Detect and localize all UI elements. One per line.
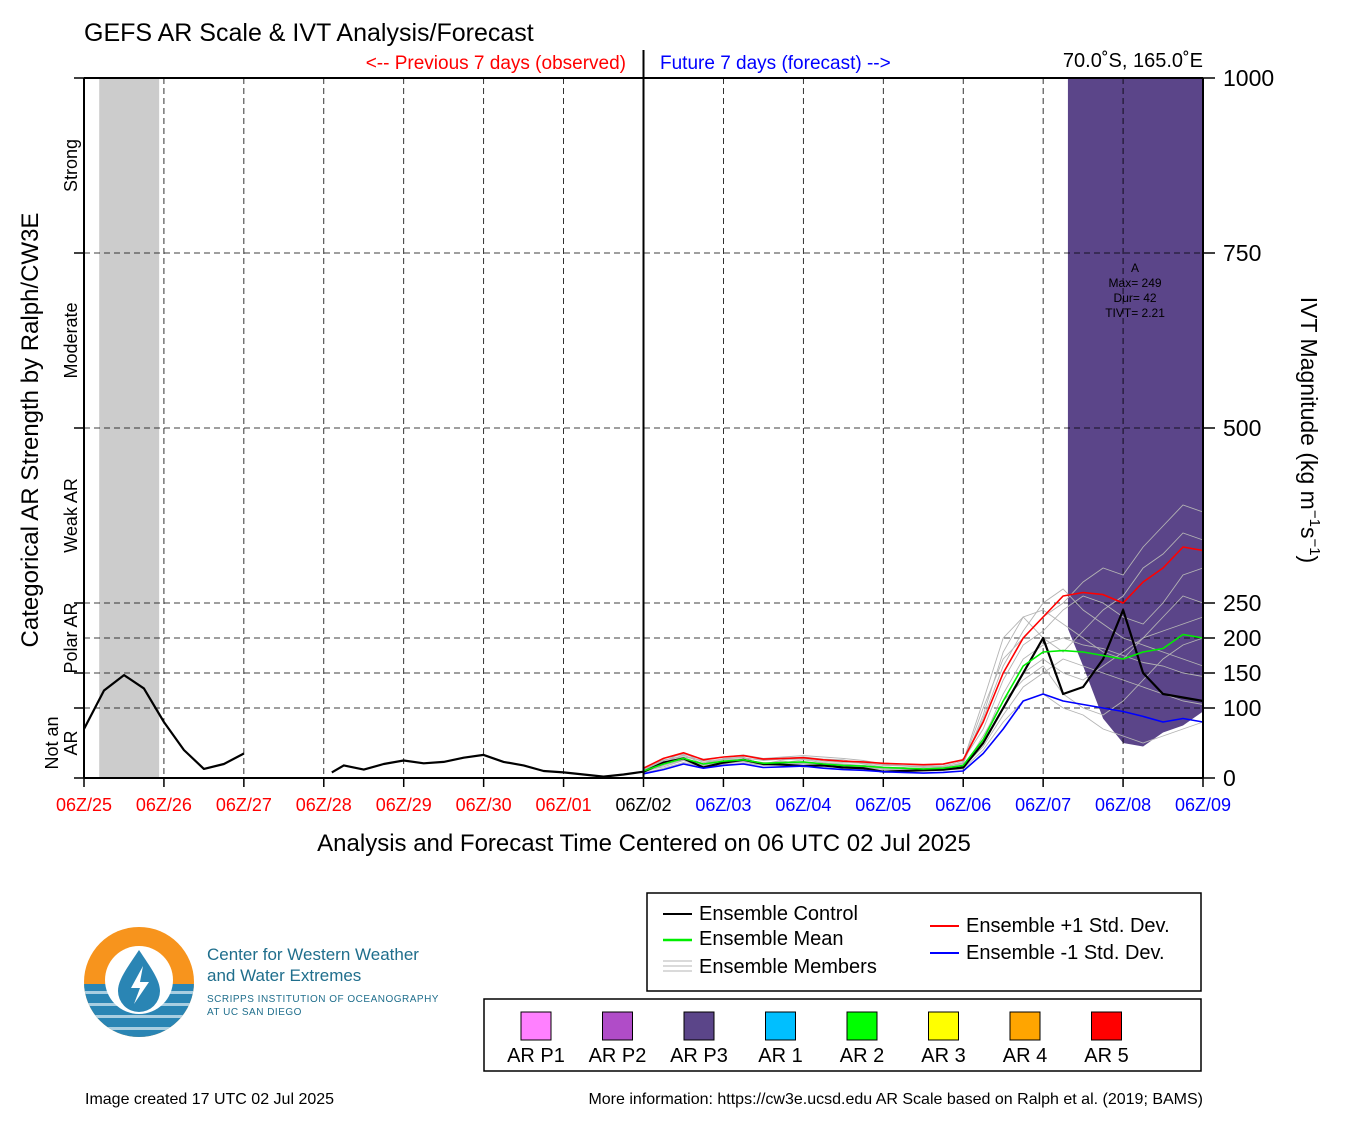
y-tick-label-250: 250 (1223, 590, 1261, 616)
legend-label-plus-std: Ensemble +1 Std. Dev. (966, 915, 1170, 937)
x-tick-label-4: 06Z/29 (376, 795, 432, 815)
ar-scale-label-4: AR 2 (840, 1045, 884, 1067)
ar-scale-label-5: AR 3 (921, 1045, 965, 1067)
ar-scale-swatch-6 (1009, 1011, 1041, 1041)
legend-label-minus-std: Ensemble -1 Std. Dev. (966, 942, 1165, 964)
y-tick-label-750: 750 (1223, 240, 1261, 266)
category-label-3-0: Polar AR (61, 602, 81, 673)
ar-scale-label-7: AR 5 (1084, 1045, 1128, 1067)
ar-scale-label-0: AR P1 (507, 1045, 565, 1067)
ar-scale-swatch-1 (602, 1011, 633, 1041)
y-tick-label-150: 150 (1223, 660, 1261, 686)
x-tick-label-6: 06Z/01 (536, 795, 592, 815)
subtitle-forecast: Future 7 days (forecast) --> (660, 53, 891, 74)
x-tick-label-3: 06Z/28 (296, 795, 352, 815)
x-tick-label-12: 06Z/07 (1015, 795, 1071, 815)
logo-sub-line1: SCRIPPS INSTITUTION OF OCEANOGRAPHY (207, 994, 439, 1005)
series (83, 546, 1204, 778)
ensemble-member-9 (643, 588, 1204, 771)
series-line-0 (83, 674, 245, 770)
location-label: 70.0˚S, 165.0˚E (1063, 50, 1203, 72)
x-tick-label-9: 06Z/04 (775, 795, 831, 815)
event-annotation-line-3: TIVT= 2.21 (1105, 306, 1165, 320)
x-tick-label-13: 06Z/08 (1095, 795, 1151, 815)
y-tick-label-1000: 1000 (1223, 65, 1274, 91)
ar-scale-swatch-4 (846, 1011, 878, 1041)
ensemble-legend: Ensemble Control Ensemble Mean Ensemble … (646, 892, 1202, 992)
y-tick-label-200: 200 (1223, 625, 1261, 651)
series-line-2 (643, 633, 1204, 772)
y-axis-label-right: IVT Magnitude (kg m−1s−1) (1296, 297, 1323, 563)
ar-scale-swatch-7 (1091, 1011, 1122, 1041)
logo-org-line2: and Water Extremes (207, 966, 361, 985)
event-annotation-line-2: Dur= 42 (1114, 291, 1157, 305)
subtitle-observed: <-- Previous 7 days (observed) (366, 53, 626, 74)
x-tick-label-0: 06Z/25 (56, 795, 112, 815)
y-tick-label-100: 100 (1223, 695, 1261, 721)
series-line-3 (643, 546, 1204, 769)
category-label-4-1: AR (61, 730, 81, 755)
category-label-2-0: Weak AR (61, 478, 81, 553)
lightning-icon (131, 966, 149, 1004)
x-tick-label-10: 06Z/05 (855, 795, 911, 815)
category-label-0-0: Strong (61, 139, 81, 192)
ar-scale-swatch-3 (765, 1011, 796, 1041)
ar-scale-swatch-5 (928, 1011, 959, 1041)
cw3e-logo: Center for Western Weather and Water Ext… (84, 927, 439, 1037)
x-tick-label-8: 06Z/03 (695, 795, 751, 815)
x-axis: 06Z/25 06Z/26 06Z/27 06Z/28 06Z/29 06Z/30 06Z/… (56, 778, 1231, 815)
legend-label-members: Ensemble Members (699, 956, 877, 978)
series-line-4 (643, 693, 1204, 775)
ar-scale-label-1: AR P2 (589, 1045, 647, 1067)
shaded-period-1-cutout (1063, 617, 1203, 778)
x-tick-label-11: 06Z/06 (935, 795, 991, 815)
footer-created: Image created 17 UTC 02 Jul 2025 (85, 1091, 334, 1108)
footer-info: More information: https://cw3e.ucsd.edu … (588, 1091, 1203, 1108)
y-tick-label-500: 500 (1223, 415, 1261, 441)
event-annotation-line-1: Max= 249 (1109, 276, 1162, 290)
legend-swatch-members (663, 960, 692, 972)
ar-scale-label-6: AR 4 (1003, 1045, 1047, 1067)
y-tick-label-0: 0 (1223, 765, 1236, 791)
event-annotation-line-0: A (1131, 261, 1139, 275)
ar-scale-swatch-2 (683, 1011, 715, 1041)
legend-label-mean: Ensemble Mean (699, 928, 844, 950)
category-label-4-0: Not an (42, 716, 62, 769)
logo-sub-line2: AT UC SAN DIEGO (207, 1007, 302, 1018)
x-tick-label-1: 06Z/26 (136, 795, 192, 815)
ar-scale-label-3: AR 1 (758, 1045, 802, 1067)
logo-org-line1: Center for Western Weather (207, 945, 419, 964)
category-labels: Strong Moderate Weak AR Polar AR Not an AR (42, 77, 84, 779)
x-tick-label-5: 06Z/30 (456, 795, 512, 815)
ensemble-member-4 (643, 595, 1204, 771)
x-tick-label-7: 06Z/02 (615, 795, 671, 815)
ar-scale-label-2: AR P3 (670, 1045, 728, 1067)
y-axis-right: 0 100 150 200 250 500 750 1000 (1203, 65, 1274, 791)
x-tick-label-2: 06Z/27 (216, 795, 272, 815)
chart-title: GEFS AR Scale & IVT Analysis/Forecast (84, 19, 534, 47)
category-label-1-0: Moderate (61, 302, 81, 378)
x-tick-label-14: 06Z/09 (1175, 795, 1231, 815)
y-axis-label-left: Categorical AR Strength by Ralph/CW3E (17, 213, 44, 648)
x-axis-label: Analysis and Forecast Time Centered on 0… (317, 830, 971, 857)
ar-scale-swatch-0 (520, 1011, 552, 1041)
ar-scale-legend: AR P1 AR P2 AR P3 AR 1 AR 2 AR 3 AR 4 AR 5 (483, 998, 1202, 1072)
legend-label-control: Ensemble Control (699, 903, 858, 925)
